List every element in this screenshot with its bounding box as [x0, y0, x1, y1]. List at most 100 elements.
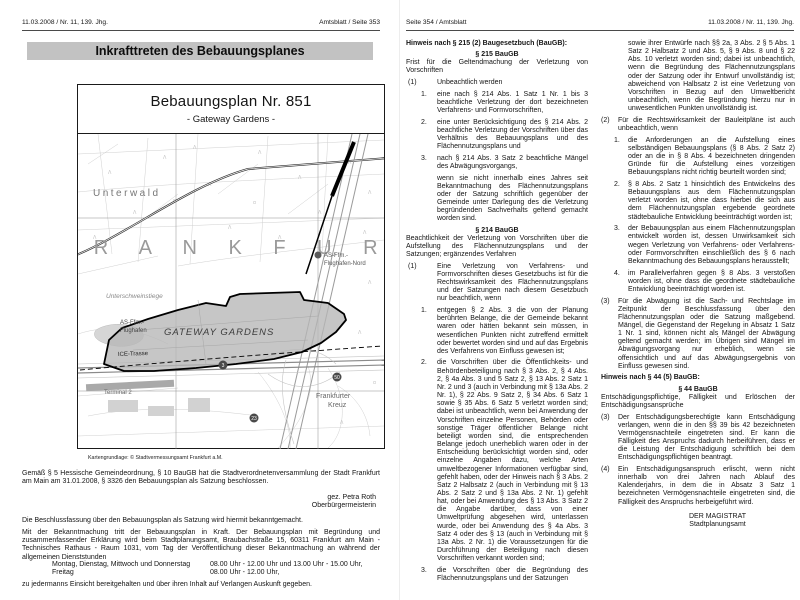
- map-label-frankfurt: F R A N K F U R T: [78, 237, 384, 259]
- list-item-text: die Vorschriften über die Begründung des…: [437, 566, 588, 583]
- svg-text:α: α: [253, 200, 256, 206]
- magistrat-line1: DER MAGISTRAT: [689, 512, 747, 520]
- paragraph-text: Eine Verletzung von Verfahrens- und Form…: [437, 262, 588, 303]
- svg-text:Λ: Λ: [340, 420, 344, 426]
- list-item-text: die Anforderungen an die Aufstellung ein…: [628, 136, 795, 177]
- svg-text:Λ: Λ: [163, 155, 167, 161]
- list-item-number: 4.: [614, 269, 620, 277]
- header-page-number: Amtsblatt / Seite 353: [319, 19, 380, 26]
- law-44-subtitle: Entschädigungspflichtige, Fälligkeit und…: [601, 393, 795, 409]
- map-label-as-nord-2: Flughafen-Nord: [324, 261, 366, 267]
- list-item-number: 2.: [421, 359, 427, 367]
- svg-text:α: α: [373, 380, 376, 386]
- map-label-as-nord-1: AS-Ffm.-: [324, 253, 348, 259]
- railway-line: [78, 157, 384, 256]
- map-label-frankfurter: Frankfurter: [316, 393, 351, 400]
- column-a: Hinweis nach § 215 (2) Baugesetzbuch (Ba…: [406, 40, 588, 583]
- svg-text:Λ: Λ: [298, 175, 302, 181]
- page-right-header: Seite 354 / Amtsblatt 11.03.2008 / Nr. 1…: [406, 19, 794, 31]
- list-item: 3. nach § 214 Abs. 3 Satz 2 beachtliche …: [406, 155, 588, 171]
- svg-text:Λ: Λ: [108, 170, 112, 176]
- svg-text:Λ: Λ: [358, 330, 362, 336]
- svg-text:Λ: Λ: [193, 145, 197, 151]
- map-label-as-1: AS-Ffm.-: [120, 320, 144, 326]
- law-215-subtitle: Frist für die Geltendmachung der Verletz…: [406, 59, 588, 75]
- motorway-a5: [279, 134, 369, 449]
- opening-hours-row: Freitag 08.00 Uhr - 12.00 Uhr,: [52, 569, 392, 577]
- junction-badge-icon: [314, 251, 322, 259]
- svg-text:Λ: Λ: [318, 210, 322, 216]
- list-item: 1. die Anforderungen an die Aufstellung …: [601, 137, 795, 178]
- list-item-text: eine unter Berücksichtigung des § 214 Ab…: [437, 118, 588, 151]
- svg-text:Λ: Λ: [278, 235, 282, 241]
- map-label-terminal-2: Terminal 2: [104, 390, 132, 396]
- map-label-unterwald: Unterwald: [93, 188, 161, 199]
- svg-text:Λ: Λ: [228, 225, 232, 231]
- svg-text:Λ: Λ: [368, 280, 372, 286]
- page-right: Seite 354 / Amtsblatt 11.03.2008 / Nr. 1…: [400, 0, 800, 600]
- law-214-subtitle: Beachtlichkeit der Verletzung von Vorsch…: [406, 234, 588, 259]
- paragraph-number: (1): [408, 262, 417, 270]
- paragraph-text: Ein Entschädigungsanspruch erlischt, wen…: [618, 466, 795, 506]
- magistrat-line2: Stadtplanungsamt: [689, 520, 746, 528]
- list-item: 2. § 8 Abs. 2 Satz 1 hinsichtlich des En…: [601, 181, 795, 222]
- magistrat-signature: DER MAGISTRAT Stadtplanungsamt: [689, 513, 746, 529]
- list-item-text: § 8 Abs. 2 Satz 1 hinsichtlich des Entwi…: [628, 181, 795, 221]
- paragraph-number: (4): [601, 466, 610, 473]
- svg-text:Λ: Λ: [258, 150, 262, 156]
- opening-hours-days: Freitag: [52, 569, 74, 577]
- list-item: 3. die Vorschriften über die Begründung …: [406, 567, 588, 583]
- column-b: sowie ihrer Entwürfe nach §§ 2a, 3 Abs. …: [601, 40, 795, 529]
- page-left: 11.03.2008 / Nr. 11, 139. Jhg. Amtsblatt…: [22, 19, 392, 588]
- paragraph-214-3: (3) Für die Abwägung ist die Sach- und R…: [601, 298, 795, 371]
- paragraph-resolution: Gemäß § 5 Hessische Gemeindeordnung, § 1…: [22, 470, 380, 486]
- road-badge-a: 3: [222, 363, 225, 369]
- opening-hours: Montag, Dienstag, Mittwoch und Donnersta…: [52, 561, 392, 577]
- paragraph-text: Der Entschädigungsberechtigte kann Entsc…: [618, 413, 795, 462]
- svg-text:Λ: Λ: [333, 252, 337, 258]
- paragraph-announcement: Die Beschlussfassung über den Bebauungsp…: [22, 517, 303, 524]
- map-subtitle: - Gateway Gardens -: [186, 114, 276, 125]
- paragraph-closing: zu jedermanns Einsicht bereitgehalten un…: [22, 581, 312, 588]
- page-divider: [399, 0, 400, 600]
- paragraph-number: (2): [601, 116, 610, 124]
- svg-text:Λ: Λ: [208, 182, 212, 188]
- paragraph-44-3: (3) Der Entschädigungsberechtigte kann E…: [601, 414, 795, 463]
- law-215-title: § 215 BauGB: [475, 51, 519, 59]
- paragraph-44-4: (4) Ein Entschädigungsanspruch erlischt,…: [601, 466, 795, 507]
- list-item-number: 2.: [614, 181, 620, 188]
- page-left-header: 11.03.2008 / Nr. 11, 139. Jhg. Amtsblatt…: [22, 19, 380, 31]
- list-item-text: der Bebauungsplan aus einem Flächennutzu…: [628, 225, 795, 265]
- map-label-ice-trasse: ICE-Trasse: [118, 351, 149, 358]
- list-item-number: 3.: [614, 225, 620, 233]
- paragraph-effect: Mit der Bekanntmachung tritt der Bebauun…: [22, 529, 380, 561]
- paragraph-text: Unbeachtlich werden: [437, 79, 503, 87]
- list-item-text: nach § 214 Abs. 3 Satz 2 beachtliche Män…: [437, 154, 588, 171]
- list-item-number: 1.: [421, 307, 427, 315]
- map-label-unterschweinstiege: Unterschweinstiege: [106, 293, 163, 300]
- ice-track-segment-thin: [305, 195, 333, 275]
- paragraph-214-2: (2) Für die Rechtswirksamkeit der Baulei…: [601, 117, 795, 133]
- map-label-as-2: Flughafen: [120, 328, 147, 334]
- list-item: 3. der Bebauungsplan aus einem Flächennu…: [601, 225, 795, 266]
- paragraph-number: (3): [601, 297, 610, 305]
- svg-text:Λ: Λ: [93, 235, 97, 241]
- plan-area-texture: [132, 299, 319, 365]
- law-44-title: § 44 BauGB: [678, 385, 718, 393]
- map-frame: Bebauungsplan Nr. 851 - Gateway Gardens …: [77, 84, 385, 449]
- list-item: 1. eine nach § 214 Abs. 1 Satz 1 Nr. 1 b…: [406, 91, 588, 115]
- map-header: Bebauungsplan Nr. 851 - Gateway Gardens …: [78, 85, 384, 134]
- tree-symbols: ΛΛΛ ΛΛΛ ΛΛΛ ΛΛΛ ΛΛα αΛΛ ΛαΛ: [93, 145, 376, 426]
- paragraph-number: (1): [408, 79, 417, 87]
- list-item-text: die Vorschriften über die Öffentlichkeit…: [437, 359, 588, 563]
- svg-text:Λ: Λ: [133, 210, 137, 216]
- opening-hours-days: Montag, Dienstag, Mittwoch und Donnersta…: [52, 561, 191, 568]
- list-item: 2. eine unter Berücksichtigung des § 214…: [406, 119, 588, 152]
- svg-text:Λ: Λ: [348, 160, 352, 166]
- header-date: 11.03.2008 / Nr. 11, 139. Jhg.: [22, 19, 108, 26]
- ice-trasse-dashed-line: [79, 345, 383, 371]
- list-item: 1. entgegen § 2 Abs. 3 die von der Planu…: [406, 307, 588, 356]
- svg-text:Λ: Λ: [363, 230, 367, 236]
- list-item-text: im Parallelverfahren gegen § 8 Abs. 3 ve…: [628, 269, 795, 293]
- list-item-text: entgegen § 2 Abs. 3 die von der Planung …: [437, 307, 588, 355]
